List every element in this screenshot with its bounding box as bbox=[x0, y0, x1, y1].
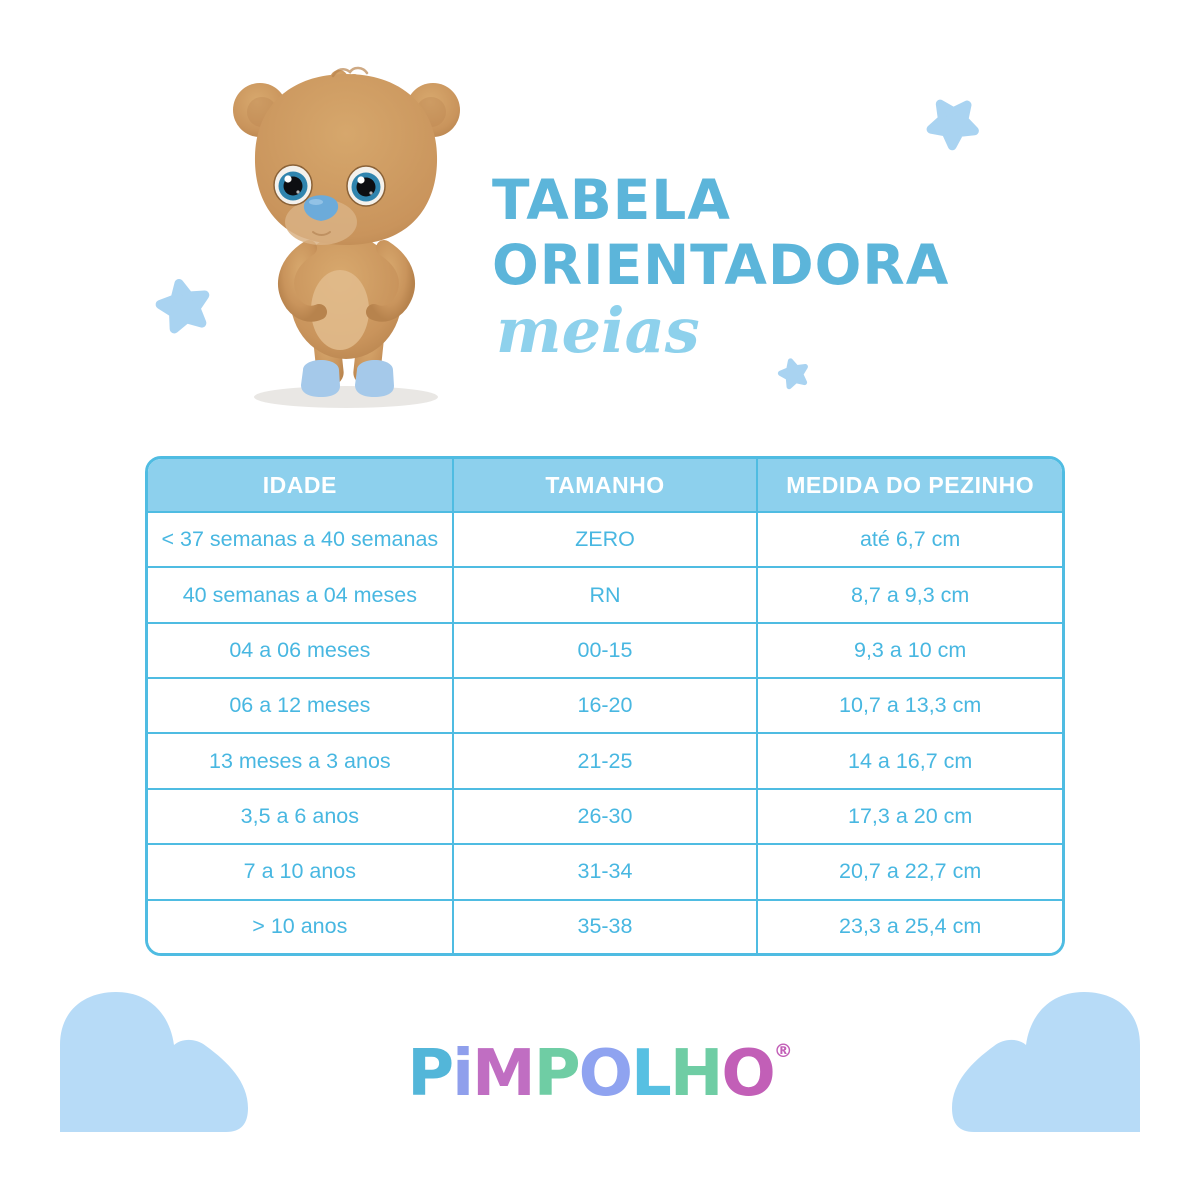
cell-idade: < 37 semanas a 40 semanas bbox=[148, 510, 454, 569]
logo-letter: M bbox=[472, 1037, 536, 1111]
table-header-row: IDADE TAMANHO MEDIDA DO PEZINHO bbox=[148, 459, 1062, 513]
cell-idade: 7 a 10 anos bbox=[148, 843, 454, 901]
cell-medida: 23,3 a 25,4 cm bbox=[756, 898, 1062, 953]
cell-medida: 8,7 a 9,3 cm bbox=[756, 566, 1062, 624]
cell-medida: até 6,7 cm bbox=[756, 510, 1062, 569]
logo-letter: O bbox=[578, 1037, 633, 1111]
table-row: 06 a 12 meses 16-20 10,7 a 13,3 cm bbox=[148, 677, 1062, 735]
cell-tamanho: 35-38 bbox=[451, 898, 759, 953]
table-row: 7 a 10 anos 31-34 20,7 a 22,7 cm bbox=[148, 843, 1062, 901]
cell-tamanho: 21-25 bbox=[451, 732, 759, 790]
cell-medida: 17,3 a 20 cm bbox=[756, 787, 1062, 846]
logo-letter: P bbox=[407, 1037, 454, 1111]
logo-letter: O bbox=[721, 1037, 775, 1111]
cell-idade: 3,5 a 6 anos bbox=[148, 787, 454, 846]
cell-tamanho: 16-20 bbox=[451, 677, 759, 735]
cell-tamanho: 31-34 bbox=[451, 843, 759, 901]
star-small-icon bbox=[777, 358, 808, 390]
bear-shadow bbox=[254, 386, 438, 408]
table-row: 04 a 06 meses 00-15 9,3 a 10 cm bbox=[148, 621, 1062, 680]
header-cell-tamanho: TAMANHO bbox=[451, 459, 759, 513]
cell-medida: 20,7 a 22,7 cm bbox=[756, 843, 1062, 901]
page-title-line2: ORIENTADORA bbox=[492, 233, 950, 297]
cell-tamanho: 26-30 bbox=[451, 787, 759, 846]
bear-arm-left bbox=[278, 240, 327, 322]
cell-idade: 40 semanas a 04 meses bbox=[148, 566, 454, 624]
table-row: 13 meses a 3 anos 21-25 14 a 16,7 cm bbox=[148, 732, 1062, 790]
brand-logo: PiMPOLHO® bbox=[0, 1016, 1200, 1109]
table-row: < 37 semanas a 40 semanas ZERO até 6,7 c… bbox=[148, 510, 1062, 569]
bear-arm-right bbox=[366, 240, 415, 322]
bear-eye-left bbox=[273, 164, 313, 206]
bear-sock-right bbox=[355, 360, 394, 397]
table-row: 40 semanas a 04 meses RN 8,7 a 9,3 cm bbox=[148, 566, 1062, 624]
page-title-script: meias bbox=[496, 294, 700, 367]
bear-belly bbox=[311, 270, 369, 350]
logo-letter: L bbox=[631, 1037, 672, 1111]
bear-eye-right bbox=[346, 165, 386, 207]
cell-tamanho: RN bbox=[451, 566, 759, 624]
cell-idade: 06 a 12 meses bbox=[148, 677, 454, 735]
logo-letter: H bbox=[669, 1037, 724, 1111]
header-cell-medida: MEDIDA DO PEZINHO bbox=[756, 459, 1062, 513]
page-title-line1: TABELA bbox=[492, 168, 731, 232]
bear-sock-left bbox=[301, 360, 340, 397]
table-row: 3,5 a 6 anos 26-30 17,3 a 20 cm bbox=[148, 787, 1062, 846]
cell-idade: 13 meses a 3 anos bbox=[148, 732, 454, 790]
bear-nose bbox=[303, 195, 339, 221]
header-cell-idade: IDADE bbox=[148, 459, 454, 513]
cell-medida: 9,3 a 10 cm bbox=[756, 621, 1062, 680]
bear-muzzle bbox=[285, 199, 357, 245]
cell-tamanho: ZERO bbox=[451, 510, 759, 569]
cell-idade: > 10 anos bbox=[148, 898, 454, 953]
logo-letter: P bbox=[533, 1037, 581, 1111]
star-left-icon bbox=[155, 279, 210, 334]
table-row: > 10 anos 35-38 23,3 a 25,4 cm bbox=[148, 898, 1062, 953]
logo-letter: i bbox=[452, 1037, 474, 1111]
cell-medida: 14 a 16,7 cm bbox=[756, 732, 1062, 790]
star-top-right-icon bbox=[926, 99, 979, 151]
cell-idade: 04 a 06 meses bbox=[148, 621, 454, 680]
title-block: TABELA ORIENTADORA meias bbox=[492, 168, 949, 362]
cell-tamanho: 00-15 bbox=[451, 621, 759, 680]
size-table: IDADE TAMANHO MEDIDA DO PEZINHO < 37 sem… bbox=[145, 456, 1065, 956]
registered-mark-icon: ® bbox=[773, 1040, 793, 1062]
cell-medida: 10,7 a 13,3 cm bbox=[756, 677, 1062, 735]
bear-mascot bbox=[233, 66, 460, 408]
